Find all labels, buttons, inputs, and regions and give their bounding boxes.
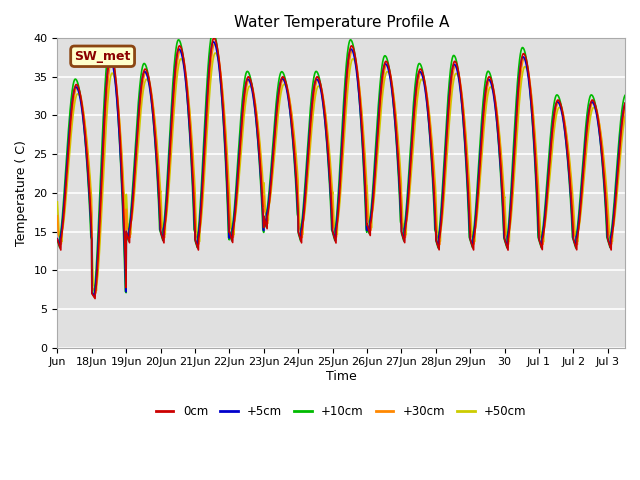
+10cm bbox=[90, 294, 98, 300]
+30cm bbox=[211, 41, 218, 47]
+5cm bbox=[271, 119, 279, 125]
+5cm bbox=[296, 234, 304, 240]
0cm bbox=[621, 100, 629, 106]
Y-axis label: Temperature ( C): Temperature ( C) bbox=[15, 140, 28, 246]
+5cm bbox=[209, 39, 217, 45]
+5cm bbox=[621, 100, 629, 106]
+5cm bbox=[152, 150, 160, 156]
+10cm bbox=[209, 29, 217, 35]
Line: +50cm: +50cm bbox=[58, 53, 625, 290]
Line: +10cm: +10cm bbox=[58, 32, 625, 297]
+10cm bbox=[621, 93, 629, 98]
+50cm bbox=[611, 219, 618, 225]
0cm bbox=[92, 296, 99, 301]
+50cm bbox=[118, 158, 126, 164]
Line: +5cm: +5cm bbox=[58, 42, 625, 297]
+50cm bbox=[93, 288, 100, 293]
Line: +30cm: +30cm bbox=[58, 44, 625, 293]
Legend: 0cm, +5cm, +10cm, +30cm, +50cm: 0cm, +5cm, +10cm, +30cm, +50cm bbox=[151, 400, 531, 422]
+30cm bbox=[296, 227, 304, 232]
+50cm bbox=[152, 128, 160, 134]
+50cm bbox=[621, 113, 629, 119]
+5cm bbox=[549, 118, 557, 123]
0cm bbox=[549, 121, 557, 127]
Title: Water Temperature Profile A: Water Temperature Profile A bbox=[234, 15, 449, 30]
+30cm bbox=[549, 128, 557, 134]
+30cm bbox=[271, 132, 279, 138]
+5cm bbox=[54, 236, 61, 241]
+30cm bbox=[621, 105, 629, 111]
Text: SW_met: SW_met bbox=[74, 50, 131, 63]
+5cm bbox=[91, 294, 99, 300]
0cm bbox=[54, 237, 61, 242]
+10cm bbox=[152, 154, 160, 160]
+50cm bbox=[549, 138, 557, 144]
+10cm bbox=[549, 108, 557, 113]
+30cm bbox=[152, 133, 160, 139]
+10cm bbox=[271, 108, 279, 114]
0cm bbox=[118, 179, 126, 185]
+5cm bbox=[118, 191, 126, 197]
+10cm bbox=[296, 236, 304, 242]
+10cm bbox=[611, 199, 618, 204]
+50cm bbox=[211, 50, 219, 56]
0cm bbox=[296, 235, 304, 240]
+30cm bbox=[118, 166, 126, 172]
+10cm bbox=[54, 238, 61, 243]
Line: 0cm: 0cm bbox=[58, 38, 625, 299]
+10cm bbox=[118, 199, 126, 204]
+30cm bbox=[92, 290, 100, 296]
+30cm bbox=[611, 216, 618, 222]
X-axis label: Time: Time bbox=[326, 370, 356, 383]
+5cm bbox=[611, 206, 618, 212]
0cm bbox=[611, 214, 618, 220]
+50cm bbox=[296, 221, 304, 227]
+30cm bbox=[54, 213, 61, 219]
0cm bbox=[271, 125, 279, 131]
+50cm bbox=[54, 199, 61, 205]
0cm bbox=[210, 35, 218, 41]
0cm bbox=[152, 143, 160, 149]
+50cm bbox=[271, 142, 279, 147]
